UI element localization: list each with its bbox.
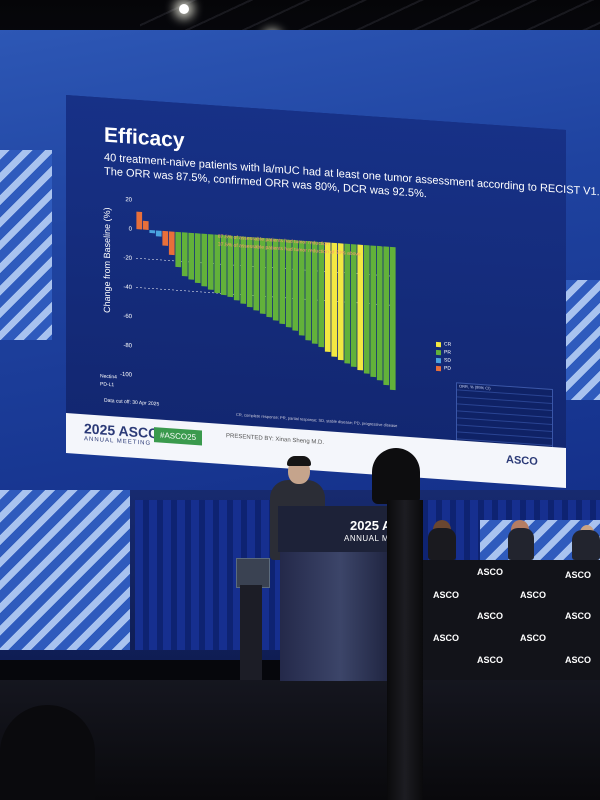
chart-bar	[181, 232, 188, 277]
presenter: PRESENTED BY: Xinan Sheng M.D.	[226, 433, 325, 447]
chart-bar	[240, 236, 247, 304]
chart-bar	[214, 234, 221, 294]
chart-bar	[253, 237, 260, 311]
legend-swatch	[436, 365, 441, 371]
chart-bar	[162, 230, 169, 246]
speaker-hair	[287, 456, 311, 466]
chart-bar	[220, 234, 227, 296]
y-tick-label: -60	[123, 314, 132, 321]
presentation-screen: Efficacy 40 treatment-naive patients wit…	[66, 95, 600, 488]
camera-pole	[387, 500, 423, 800]
chart-bar	[324, 242, 331, 353]
stage-floor	[0, 680, 600, 800]
chart-bar	[370, 245, 377, 378]
table-logo: ASCO	[477, 611, 504, 621]
chart-bar	[266, 238, 273, 318]
table-logo: ASCO	[477, 655, 504, 665]
chart-legend: CR PR SD PD	[436, 341, 451, 374]
chart-bar	[292, 239, 299, 331]
panel-table	[420, 560, 600, 680]
chart-bar	[389, 246, 396, 391]
hashtag-badge: #ASCO25	[154, 427, 203, 446]
biomarker-nectin4: Nectin4	[100, 373, 117, 381]
y-tick-label: 20	[125, 197, 132, 204]
chart-bar	[285, 239, 292, 328]
monitor-stand	[240, 585, 262, 680]
chart-bar	[136, 211, 143, 230]
reference-line	[136, 287, 396, 306]
legend-item: PD	[436, 365, 451, 372]
podium-meeting: ANNUAL MEETING	[344, 534, 422, 543]
chart-bar	[175, 231, 182, 268]
legend-label: PD	[444, 365, 451, 372]
chart-bar	[188, 232, 195, 280]
slide: Efficacy 40 treatment-naive patients wit…	[66, 95, 600, 488]
chart-bar	[331, 242, 338, 357]
legend-item: CR	[436, 341, 451, 348]
chart-bar	[350, 244, 357, 367]
y-tick-label: -100	[120, 372, 133, 379]
chart-bar	[279, 239, 286, 325]
legend-label: CR	[444, 341, 452, 348]
table-logo: ASCO	[565, 570, 592, 580]
legend-item: SD	[436, 357, 451, 364]
audience-head	[0, 705, 95, 800]
chart-bar	[142, 220, 149, 230]
chart-bar	[246, 236, 253, 308]
table-logo: ASCO	[565, 611, 592, 621]
waterfall-chart: Change from Baseline (%) 20 0 -20 -40 -60 -80…	[102, 197, 396, 391]
chart-bar	[376, 245, 383, 381]
table-logo: ASCO	[477, 567, 504, 577]
table-logo: ASCO	[520, 590, 547, 600]
camera-head	[372, 448, 420, 504]
chart-bar	[201, 233, 208, 287]
chart-bar	[318, 241, 325, 348]
chart-bar	[337, 243, 344, 361]
legend-swatch	[436, 349, 441, 355]
reference-line	[136, 257, 396, 277]
legend-swatch	[436, 341, 441, 347]
legend-swatch	[436, 357, 441, 363]
stage-light	[179, 4, 189, 14]
legend-item: PR	[436, 349, 451, 356]
y-tick-label: -20	[123, 255, 132, 262]
panelist	[428, 528, 456, 560]
y-tick-label: 0	[129, 227, 133, 233]
chart-bar	[149, 229, 156, 234]
legend-label: SD	[444, 357, 451, 364]
chart-bar	[227, 235, 234, 298]
panelist	[508, 528, 534, 560]
asco-org-logo: ASCO	[506, 453, 538, 468]
table-logo: ASCO	[520, 633, 547, 643]
chart-bar	[207, 234, 214, 290]
side-stripes-left	[0, 150, 52, 340]
chart-bar	[383, 246, 390, 386]
y-axis-label: Change from Baseline (%)	[102, 207, 112, 313]
table-logo: ASCO	[433, 633, 460, 643]
y-tick-label: -80	[123, 343, 132, 350]
table-logo: ASCO	[565, 655, 592, 665]
chart-bar	[194, 233, 201, 284]
legend-label: PR	[444, 349, 451, 356]
stage-stripes-left	[0, 490, 130, 650]
chart-bar	[259, 237, 266, 314]
biomarker-pdl1: PD-L1	[100, 381, 115, 389]
chart-bar	[344, 243, 351, 364]
bars	[136, 211, 396, 391]
chart-bar	[155, 230, 162, 237]
chart-bar	[168, 231, 175, 256]
monitor	[236, 558, 270, 588]
chart-bar	[363, 244, 370, 374]
chart-bar	[305, 240, 312, 341]
slide-title: Efficacy	[104, 123, 185, 153]
chart-bar	[298, 240, 305, 336]
table-logo: ASCO	[433, 590, 460, 600]
chart-bar	[311, 241, 318, 344]
chart-bar	[357, 244, 364, 371]
chart-bar	[272, 238, 279, 321]
panelist	[572, 530, 600, 560]
y-tick-label: -40	[123, 285, 132, 292]
chart-bar	[233, 235, 240, 301]
podium-top	[278, 506, 392, 552]
